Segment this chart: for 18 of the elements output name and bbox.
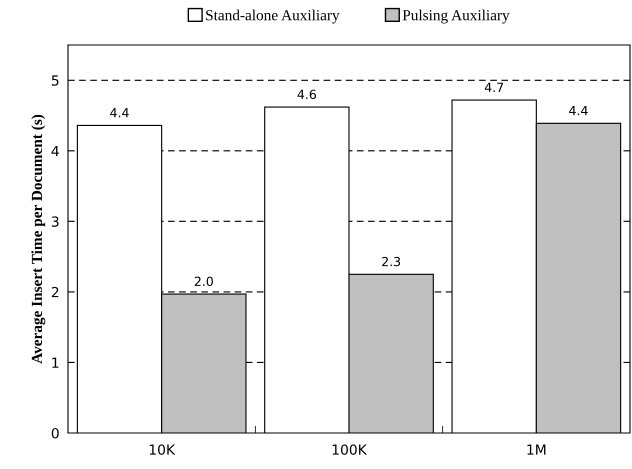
y-tick-label: 2 xyxy=(52,286,58,298)
y-tick-label: 5 xyxy=(52,75,58,86)
x-tick-label: 100K xyxy=(332,444,368,455)
legend-label: Stand-alone Auxiliary xyxy=(206,10,340,24)
y-tick-label: 1 xyxy=(52,358,58,368)
y-axis-title: Average Insert Time per Document (s) xyxy=(31,114,46,364)
data-label: 4.4 xyxy=(110,108,129,118)
data-label: 4.4 xyxy=(569,106,588,116)
data-label: 4.6 xyxy=(298,90,316,100)
data-label: 4.7 xyxy=(484,82,504,92)
data-label: 2.3 xyxy=(382,256,400,266)
y-tick-label: 0 xyxy=(52,428,59,438)
x-tick-label: 10K xyxy=(150,444,176,455)
x-tick-label: 1M xyxy=(527,444,546,455)
y-tick-label: 4 xyxy=(52,146,59,156)
data-label: 2.0 xyxy=(194,276,213,286)
y-tick-label: 3 xyxy=(52,216,59,227)
legend-label: Pulsing Auxiliary xyxy=(402,10,510,24)
